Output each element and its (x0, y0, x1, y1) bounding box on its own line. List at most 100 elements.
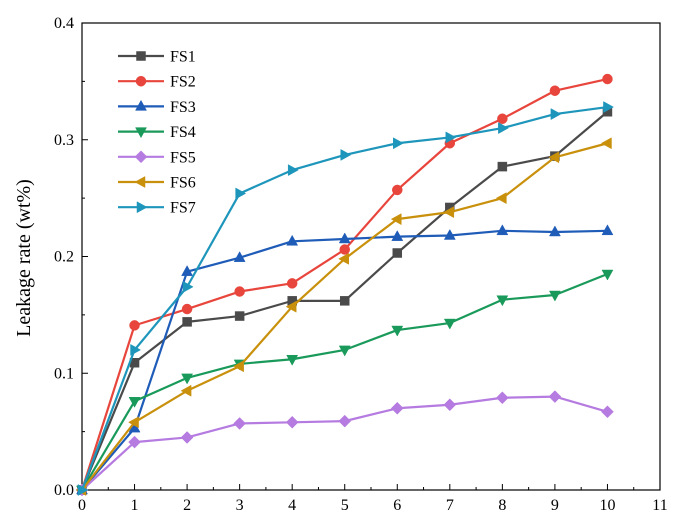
y-axis-title: Leakage rate (wt%) (13, 179, 35, 337)
x-tick-label: 2 (183, 497, 191, 514)
series-line-fs3 (81, 229, 608, 491)
data-point-fs3 (286, 234, 299, 246)
x-tick-label: 8 (498, 497, 506, 514)
data-point-fs3 (601, 224, 614, 236)
x-tick-label: 5 (341, 497, 349, 514)
legend-item-fs5: FS5 (118, 149, 196, 166)
series-fs7 (77, 101, 614, 496)
data-point-fs2 (339, 244, 350, 255)
data-point-fs7 (182, 280, 194, 293)
series-fs5 (75, 390, 614, 497)
data-point-fs4 (496, 295, 509, 307)
data-point-fs1 (392, 248, 403, 258)
legend-label: FS6 (170, 175, 196, 192)
legend: FS1 FS2 FS3 FS4 FS5 FS6 FS7 (118, 49, 196, 217)
data-point-fs6 (600, 137, 612, 150)
y-tick-label: 0.4 (54, 15, 74, 32)
data-point-fs5 (285, 415, 299, 429)
data-point-fs5 (548, 390, 562, 403)
plot-frame (81, 22, 661, 491)
series-fs3 (76, 224, 614, 495)
data-point-fs7 (550, 108, 562, 120)
y-tick-label: 0.1 (54, 365, 74, 382)
legend-label: FS7 (170, 200, 196, 217)
series-line-fs5 (81, 395, 608, 491)
x-tick-label: 1 (131, 497, 139, 514)
series-line-fs4 (81, 272, 608, 491)
data-point-fs6 (285, 300, 297, 313)
legend-label: FS3 (170, 99, 196, 116)
legend-label: FS1 (170, 49, 196, 66)
legend-item-fs1: FS1 (118, 49, 196, 66)
data-point-fs3 (233, 251, 246, 262)
series-fs2 (76, 73, 613, 496)
legend-item-fs4: FS4 (118, 124, 196, 141)
x-tick-label: 10 (599, 497, 615, 514)
data-point-fs4 (443, 318, 456, 330)
data-point-fs7 (393, 137, 404, 150)
data-point-fs5 (496, 391, 509, 405)
legend-swatch-marker (134, 150, 148, 164)
legend-swatch-marker (135, 75, 147, 87)
data-point-fs1 (182, 317, 192, 327)
data-point-fs7 (603, 101, 614, 113)
x-tick-label: 6 (393, 497, 401, 514)
legend-item-fs3: FS3 (118, 99, 196, 116)
data-point-fs4 (338, 345, 351, 357)
legend-swatch-marker (134, 176, 146, 188)
data-point-fs6 (548, 151, 560, 164)
legend-swatch-marker (136, 51, 146, 61)
legend-item-fs2: FS2 (118, 74, 196, 91)
data-point-fs6 (443, 206, 455, 219)
plot-series (75, 73, 614, 497)
data-point-fs3 (496, 224, 509, 236)
data-point-fs1 (234, 311, 245, 321)
legend-label: FS2 (170, 74, 196, 91)
x-tick-label: 0 (78, 497, 86, 514)
data-point-fs3 (391, 230, 404, 241)
x-tick-label: 11 (652, 497, 667, 514)
data-point-fs3 (548, 225, 561, 237)
data-point-fs3 (181, 265, 194, 276)
data-point-fs4 (391, 325, 404, 337)
data-point-fs1 (497, 161, 508, 172)
series-fs1 (77, 106, 613, 495)
data-point-fs3 (338, 232, 351, 244)
data-point-fs4 (548, 290, 561, 302)
data-point-fs3 (443, 228, 456, 240)
series-line-fs2 (80, 77, 608, 491)
data-point-fs2 (549, 85, 561, 96)
data-point-fs2 (497, 113, 508, 124)
data-point-fs7 (287, 164, 299, 177)
data-point-fs6 (495, 192, 507, 205)
data-point-fs6 (233, 360, 244, 373)
y-tick-label: 0.3 (54, 132, 74, 149)
data-point-fs4 (601, 269, 614, 281)
legend-label: FS4 (170, 124, 196, 141)
data-point-fs7 (77, 484, 89, 496)
data-point-fs2 (602, 73, 613, 85)
y-tick-label: 0.2 (54, 249, 74, 266)
data-point-fs6 (338, 252, 349, 265)
x-tick-label: 4 (288, 497, 296, 514)
data-point-fs2 (234, 286, 245, 297)
data-point-fs2 (392, 184, 403, 196)
legend-item-fs6: FS6 (118, 175, 196, 192)
data-point-fs2 (286, 278, 298, 289)
data-point-fs7 (498, 122, 509, 134)
x-tick-label: 7 (446, 497, 454, 514)
data-point-fs5 (233, 417, 246, 430)
data-point-fs7 (235, 187, 247, 200)
data-point-fs2 (129, 320, 140, 331)
data-point-fs5 (180, 431, 194, 444)
data-point-fs5 (390, 401, 404, 415)
y-tick-label: 0.0 (54, 482, 74, 499)
data-point-fs7 (445, 131, 457, 144)
x-tick-label: 9 (551, 497, 559, 514)
data-point-fs1 (339, 296, 350, 306)
data-point-fs2 (181, 303, 193, 315)
series-fs6 (75, 137, 612, 496)
data-point-fs5 (443, 398, 457, 412)
data-point-fs7 (130, 343, 142, 356)
